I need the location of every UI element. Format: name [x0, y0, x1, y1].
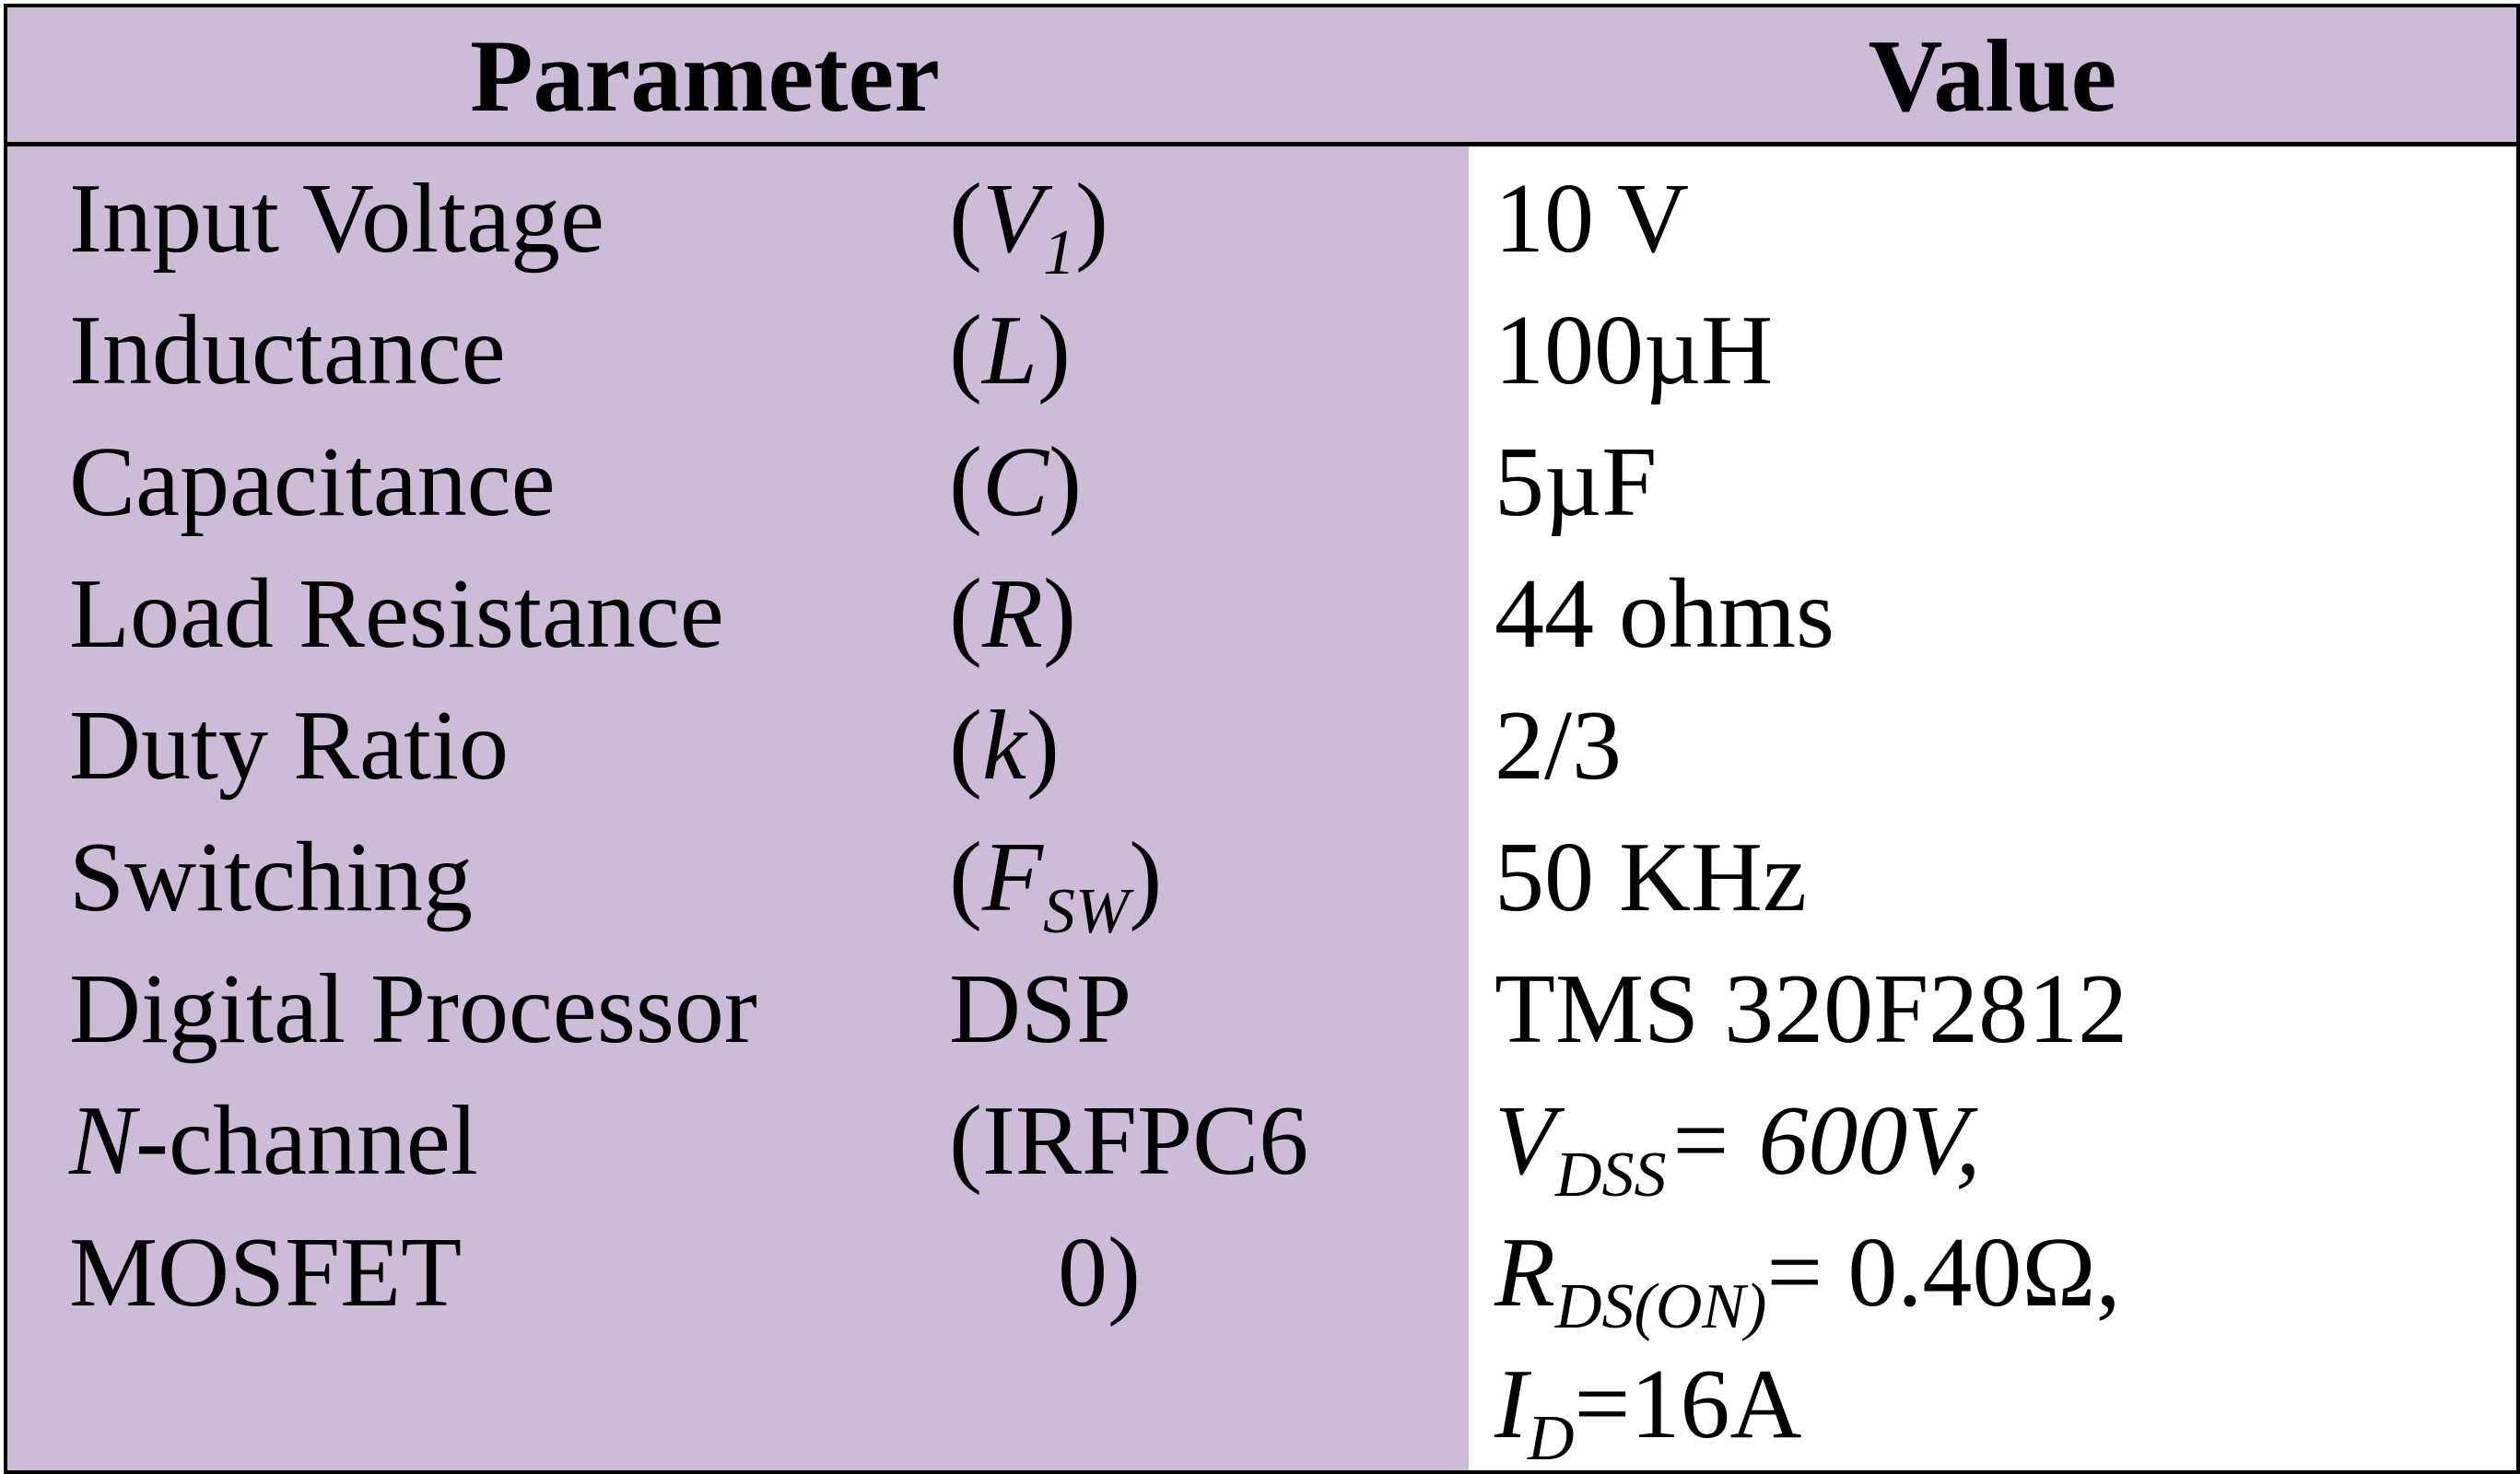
row-symbol-line2: 0)	[1058, 1218, 1141, 1328]
table-row: Input Voltage (V1) 10 V	[7, 153, 2516, 288]
row-symbol: (V1)	[949, 164, 1108, 288]
table-row: Load Resistance (R) 44 ohms	[7, 548, 2516, 680]
table-row: N-channel (IRFPC6 VDSS= 600V,	[7, 1075, 2516, 1211]
row-value: 100µH	[1494, 296, 1774, 405]
row-value: TMS 320F2812	[1494, 954, 2128, 1064]
row-symbol: (C)	[949, 427, 1082, 537]
row-symbol: (R)	[949, 559, 1076, 669]
header-parameter: Parameter	[470, 19, 940, 134]
table-row: Digital Processor DSP TMS 320F2812	[7, 943, 2516, 1075]
row-parameter-name: N-channel	[69, 1086, 478, 1196]
header-value: Value	[1868, 19, 2117, 134]
row-symbol: DSP	[949, 954, 1132, 1064]
row-parameter-name: Inductance	[69, 296, 506, 405]
table-row: Inductance (L) 100µH	[7, 285, 2516, 416]
row-value: 50 KHz	[1494, 823, 1807, 932]
row-parameter-name-line2: MOSFET	[69, 1218, 463, 1328]
row-parameter-name: Switching	[69, 823, 474, 932]
table-row: Duty Ratio (k) 2/3	[7, 680, 2516, 812]
row-value: 2/3	[1494, 691, 1623, 801]
row-symbol: (k)	[949, 691, 1060, 801]
row-parameter-name: Duty Ratio	[69, 691, 509, 801]
table-row: Capacitance (C) 5µF	[7, 416, 2516, 548]
row-value-line2: RDS(ON)= 0.40Ω,	[1494, 1218, 2121, 1342]
row-parameter-name: Capacitance	[69, 427, 556, 537]
row-value: 10 V	[1494, 164, 1690, 274]
parameter-column-background	[7, 7, 1469, 1470]
row-parameter-name: Load Resistance	[69, 559, 724, 669]
row-value-line1: VDSS= 600V,	[1494, 1086, 1981, 1211]
row-symbol: (L)	[949, 296, 1072, 405]
row-parameter-name: Input Voltage	[69, 164, 604, 274]
table-row-continuation: ID=16A	[7, 1339, 2516, 1470]
parameter-table: Parameter Value Input Voltage (V1) 10 V …	[4, 4, 2520, 1474]
row-symbol-line1: (IRFPC6	[949, 1086, 1309, 1196]
table-header: Parameter Value	[7, 7, 2516, 146]
row-value-line3: ID=16A	[1494, 1350, 1802, 1474]
row-symbol: (FSW)	[949, 823, 1163, 947]
row-parameter-name: Digital Processor	[69, 954, 757, 1064]
table-row: Switching (FSW) 50 KHz	[7, 812, 2516, 947]
table-row-continuation: MOSFET 0) RDS(ON)= 0.40Ω,	[7, 1207, 2516, 1339]
row-value: 5µF	[1494, 427, 1658, 537]
row-value: 44 ohms	[1494, 559, 1835, 669]
